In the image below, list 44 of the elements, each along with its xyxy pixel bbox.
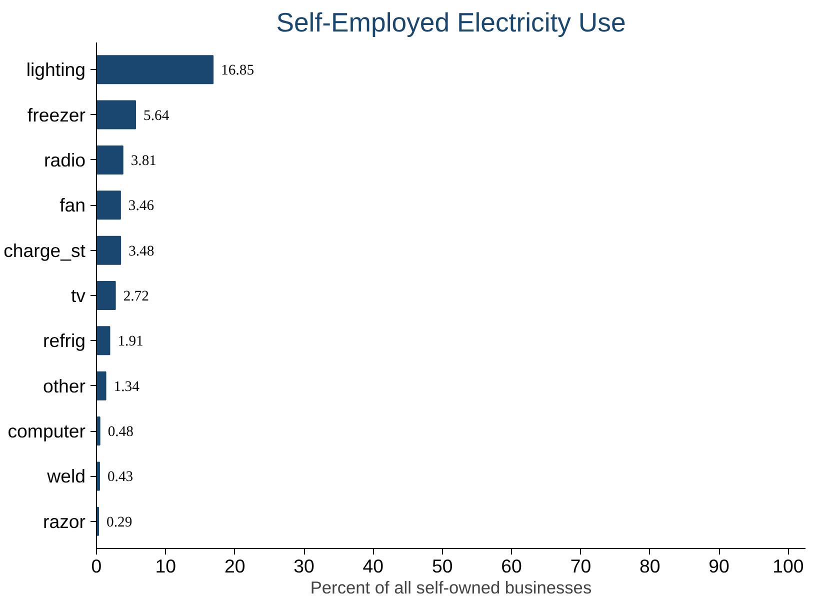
data-label: 0.29 bbox=[106, 514, 132, 530]
chart-title: Self-Employed Electricity Use bbox=[276, 8, 626, 38]
data-label: 1.91 bbox=[118, 334, 144, 350]
bar bbox=[96, 416, 100, 446]
y-tick-label: charge_st bbox=[4, 240, 86, 261]
bar bbox=[96, 190, 121, 220]
x-tick-label: 90 bbox=[708, 556, 730, 576]
x-tick-label: 10 bbox=[155, 556, 176, 576]
data-label: 3.46 bbox=[128, 198, 154, 214]
x-axis-title: Percent of all self-owned businesses bbox=[310, 578, 592, 598]
x-tick-label: 30 bbox=[294, 556, 314, 576]
bar bbox=[96, 236, 122, 265]
data-label: 0.48 bbox=[108, 424, 134, 440]
x-tick-label: 50 bbox=[432, 556, 453, 576]
x-tick-label: 20 bbox=[224, 556, 246, 576]
bar bbox=[96, 55, 214, 84]
data-label: 3.81 bbox=[130, 152, 157, 169]
y-tick-label: computer bbox=[8, 420, 86, 442]
data-label: 5.64 bbox=[144, 108, 170, 124]
data-label: 0.43 bbox=[107, 469, 134, 486]
x-tick-label: 0 bbox=[91, 556, 102, 576]
data-label: 3.48 bbox=[128, 243, 154, 260]
y-tick-label: fan bbox=[60, 194, 86, 216]
y-tick-label: radio bbox=[44, 149, 86, 170]
y-tick-label: other bbox=[42, 375, 86, 396]
y-tick-label: weld bbox=[46, 466, 86, 487]
bar bbox=[96, 145, 124, 174]
y-tick-label: razor bbox=[42, 510, 86, 532]
data-label: 16.85 bbox=[221, 62, 254, 79]
y-tick-label: tv bbox=[70, 285, 86, 306]
data-label: 2.72 bbox=[123, 288, 149, 304]
x-tick-label: 80 bbox=[639, 556, 660, 576]
bar bbox=[96, 280, 116, 310]
y-tick-label: lighting bbox=[26, 59, 86, 80]
y-tick-label: refrig bbox=[42, 330, 86, 352]
x-tick-label: 60 bbox=[501, 556, 522, 576]
bar bbox=[96, 326, 110, 356]
bar bbox=[96, 371, 106, 400]
data-label: 1.34 bbox=[114, 378, 140, 395]
x-tick-label: 100 bbox=[772, 556, 804, 576]
bar bbox=[96, 100, 136, 130]
x-tick-label: 70 bbox=[570, 556, 592, 576]
y-tick-label: freezer bbox=[27, 104, 86, 126]
x-tick-label: 40 bbox=[362, 556, 384, 576]
